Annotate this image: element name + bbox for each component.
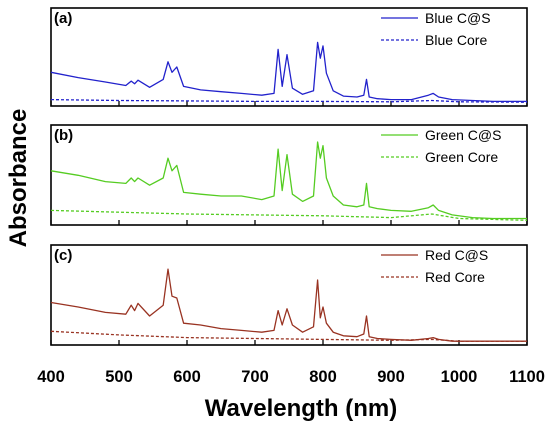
panel-label: (c) bbox=[54, 247, 72, 264]
series-line-core bbox=[50, 209, 528, 221]
legend-label: Blue C@S bbox=[425, 10, 491, 26]
legend-label: Blue Core bbox=[425, 32, 487, 48]
x-tick-label: 1000 bbox=[441, 368, 478, 386]
panel-3: (c) Red C@S Red Core bbox=[50, 244, 528, 346]
x-tick-label: 700 bbox=[241, 368, 269, 386]
panel-frame bbox=[50, 244, 528, 346]
panel-1: (a) Blue C@S Blue Core bbox=[50, 7, 528, 107]
x-tick-label: 400 bbox=[37, 368, 65, 386]
x-axis-title: Wavelength (nm) bbox=[205, 395, 397, 422]
x-tick-label: 500 bbox=[105, 368, 133, 386]
panel-frame bbox=[50, 7, 528, 107]
series-line-core bbox=[50, 330, 527, 342]
panels-group: (a) Blue C@S Blue Core (b) Green C@S Green Co… bbox=[50, 7, 528, 346]
panel-frame bbox=[50, 124, 528, 226]
legend-label: Red C@S bbox=[425, 247, 488, 263]
panel-2: (b) Green C@S Green Core bbox=[50, 124, 528, 226]
x-tick-label: 900 bbox=[377, 368, 405, 386]
legend-label: Red Core bbox=[425, 269, 485, 285]
series-line-core-shell bbox=[50, 141, 527, 220]
series-line-core bbox=[50, 98, 528, 103]
x-axis: 400 500 600 700 800 900 1000 1100 bbox=[37, 368, 545, 386]
series-line-core-shell bbox=[50, 41, 527, 103]
x-tick-label: 600 bbox=[173, 368, 201, 386]
panel-label: (b) bbox=[54, 127, 73, 144]
y-axis-title: Absorbance bbox=[5, 109, 32, 248]
legend-label: Green Core bbox=[425, 149, 498, 165]
legend-label: Green C@S bbox=[425, 127, 501, 143]
x-tick-label: 800 bbox=[309, 368, 337, 386]
x-tick-label: 1100 bbox=[509, 368, 545, 386]
panel-label: (a) bbox=[54, 10, 72, 27]
